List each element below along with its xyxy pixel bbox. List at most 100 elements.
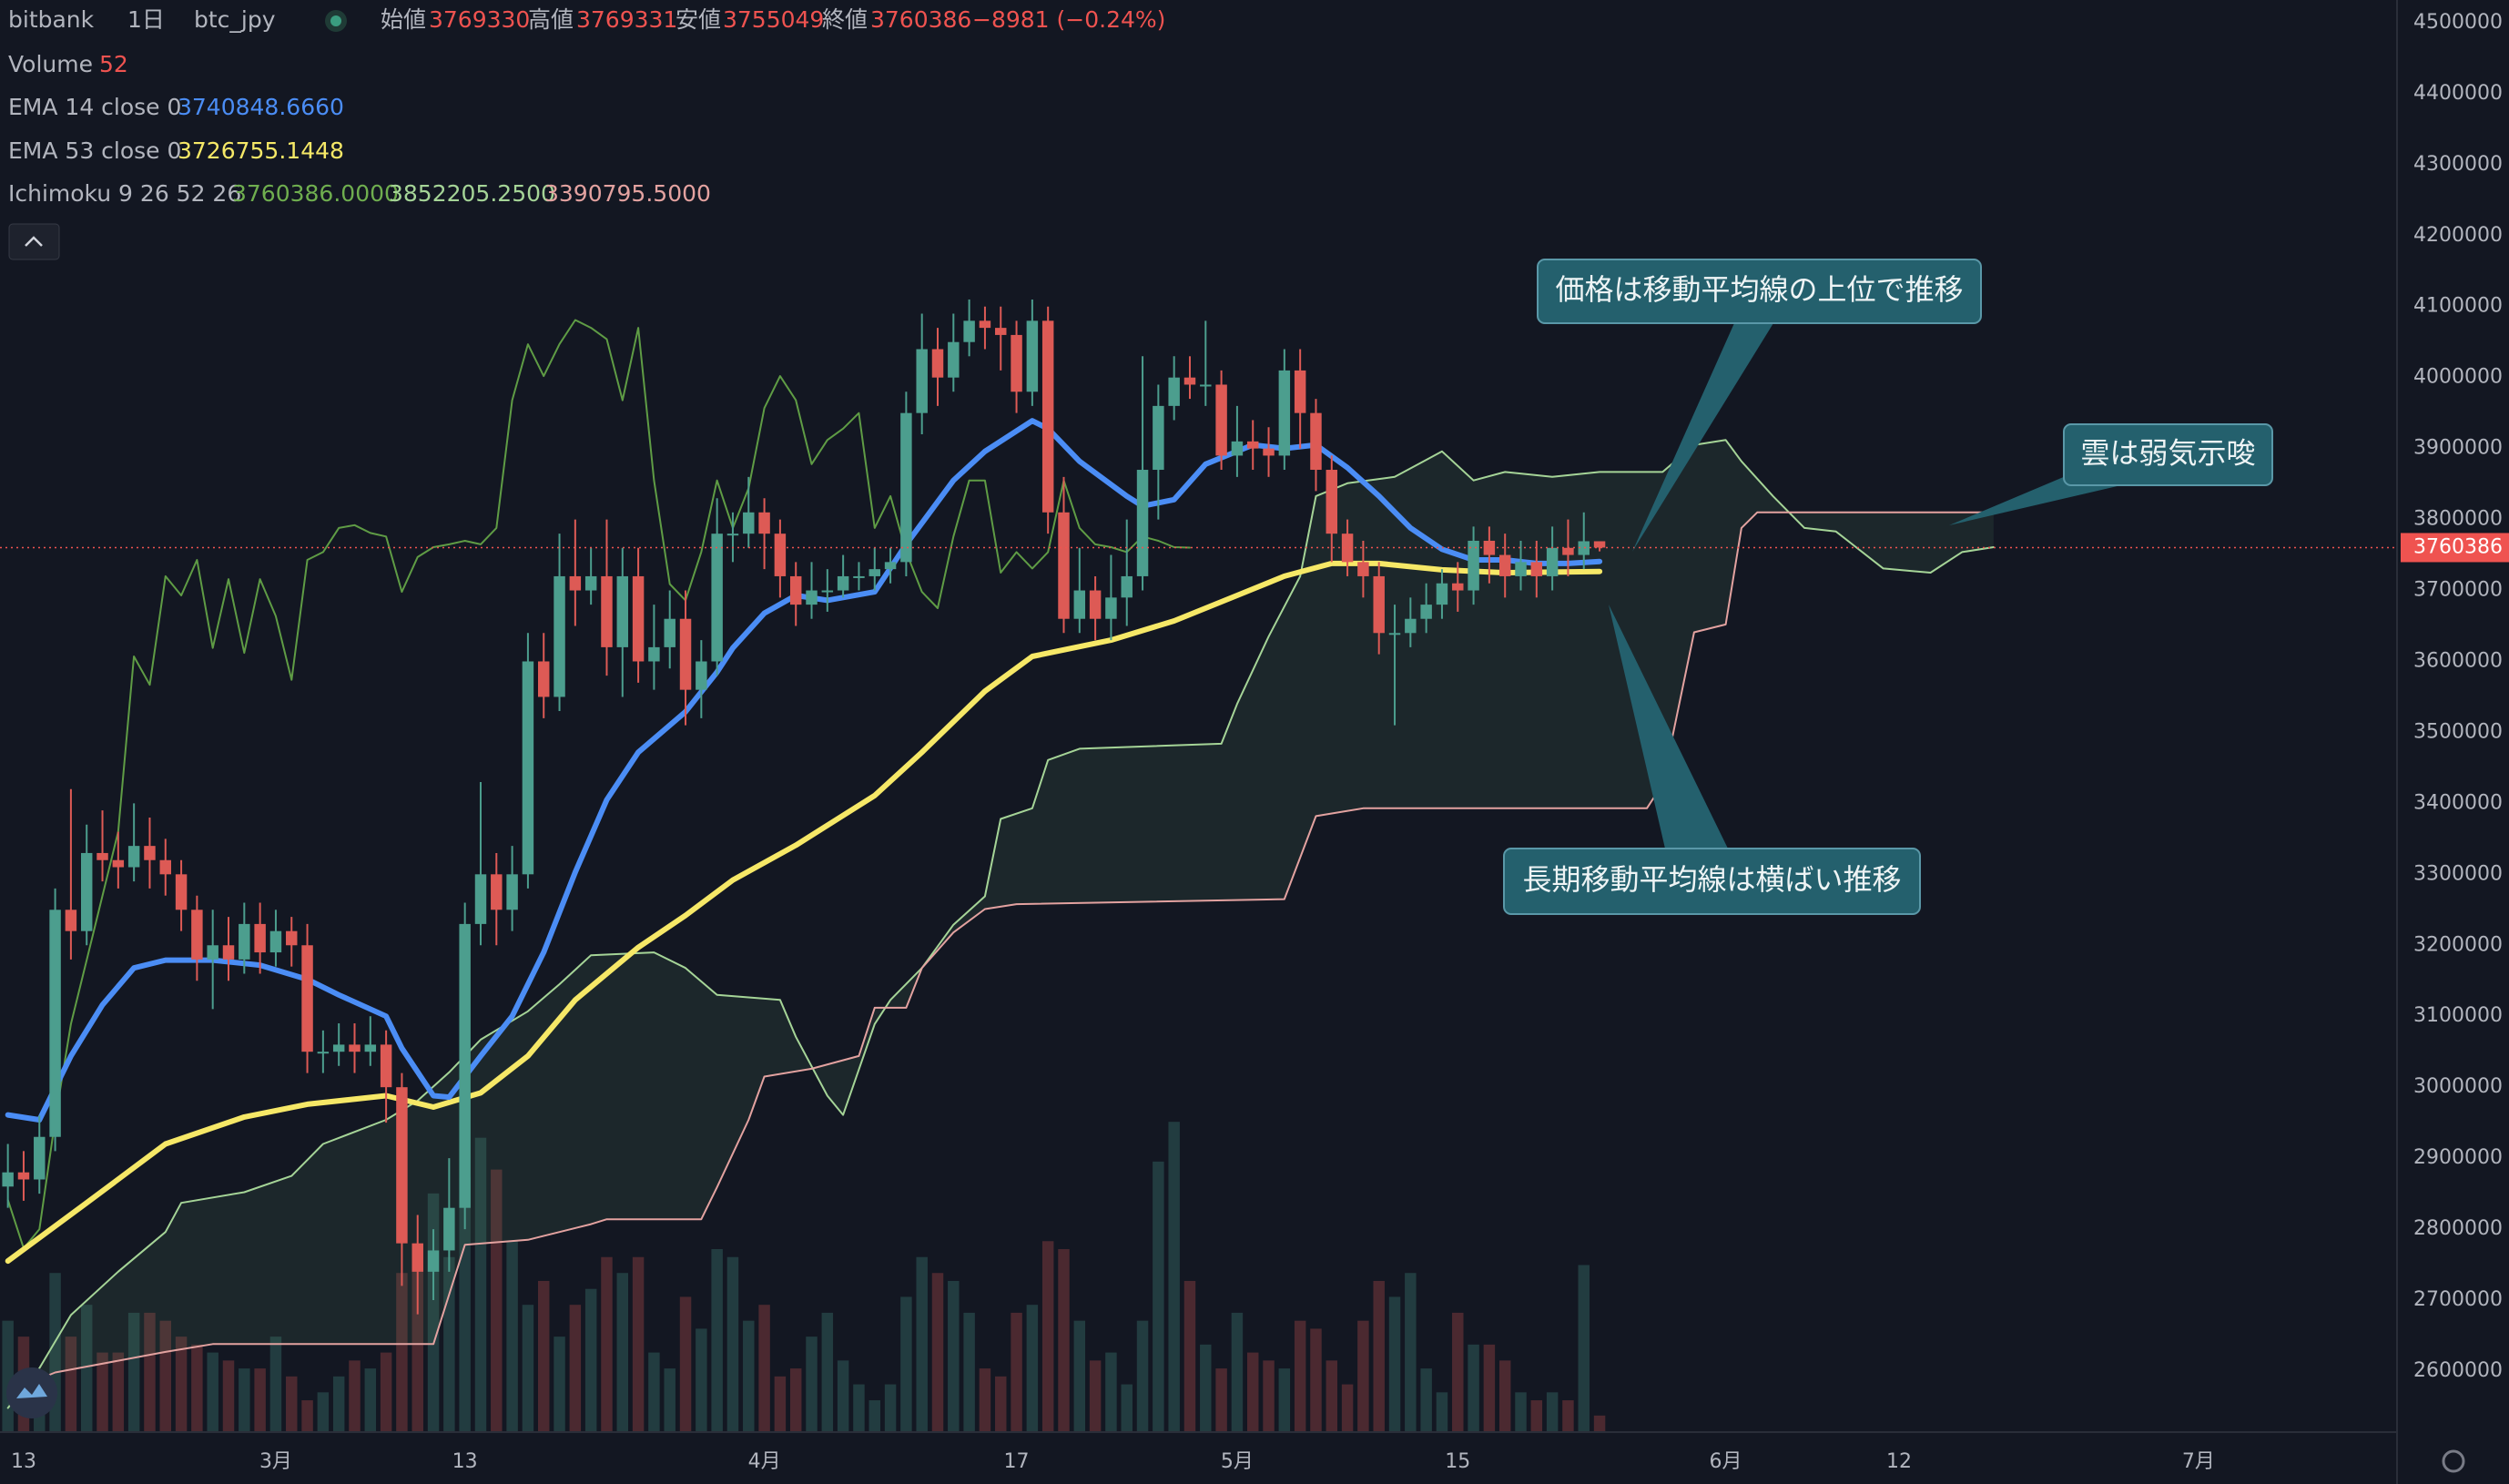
x-tick-label: 6月 xyxy=(1710,1450,1742,1473)
symbol[interactable]: btc_jpy xyxy=(194,6,276,33)
candle-body xyxy=(948,341,960,378)
interval[interactable]: 1日 xyxy=(127,6,165,33)
price-tag-label: 3760386 xyxy=(2413,535,2503,558)
candle-body xyxy=(664,618,676,647)
volume-bar xyxy=(1153,1161,1164,1432)
candle-body xyxy=(396,1087,408,1244)
ema14-label[interactable]: EMA 14 close 0 xyxy=(8,94,181,120)
volume-bar xyxy=(1357,1320,1369,1432)
change: −8981 (−0.24%) xyxy=(972,6,1165,33)
candle-body xyxy=(789,575,802,605)
volume-bar xyxy=(522,1305,534,1432)
volume-value: 52 xyxy=(99,51,128,77)
candle-body xyxy=(1011,334,1022,392)
legend-header: bitbank 1日 btc_jpy 始値 3769330 高値 3769331… xyxy=(8,6,1165,260)
candle-body xyxy=(411,1243,423,1272)
ichimoku-span-b xyxy=(6,511,1995,1393)
y-tick-label: 4200000 xyxy=(2413,224,2503,247)
volume-label: Volume xyxy=(8,51,93,77)
volume-bar xyxy=(506,1241,518,1432)
y-tick-label: 2600000 xyxy=(2413,1359,2503,1382)
candle-body xyxy=(648,646,660,662)
candle-body xyxy=(632,575,645,662)
logo[interactable] xyxy=(6,1367,57,1418)
candle-body xyxy=(1326,470,1338,534)
volume-bar xyxy=(1011,1312,1022,1432)
y-tick-label: 4100000 xyxy=(2413,295,2503,318)
volume-bar xyxy=(491,1169,503,1432)
volume-bar xyxy=(1278,1368,1291,1432)
volume-bar xyxy=(301,1400,313,1432)
y-tick-label: 4300000 xyxy=(2413,153,2503,176)
volume-bar xyxy=(1468,1344,1479,1432)
candle-body xyxy=(1105,597,1117,619)
candle-body xyxy=(1530,562,1543,576)
high-label: 高値 xyxy=(528,6,574,33)
volume-bar xyxy=(1121,1384,1133,1432)
collapse-button[interactable] xyxy=(8,223,60,260)
volume-bar xyxy=(1246,1352,1259,1432)
candle-body xyxy=(1231,441,1244,456)
low-value: 3755049 xyxy=(723,6,824,33)
volume-bar xyxy=(664,1368,676,1432)
volume-bar xyxy=(1200,1344,1212,1432)
volume-bar xyxy=(1405,1273,1417,1432)
volume-bar xyxy=(726,1256,739,1432)
candle-body xyxy=(522,661,534,875)
callout-text: 長期移動平均線は横ばい推移 xyxy=(1522,862,1901,897)
candle-body xyxy=(491,874,503,910)
plot-area xyxy=(0,299,2397,1432)
candle-body xyxy=(1041,320,1054,513)
candle-body xyxy=(1578,541,1590,555)
ichimoku-lagging xyxy=(6,319,1191,1250)
ema53-value: 3726755.1448 xyxy=(178,137,344,164)
volume-bar xyxy=(1341,1384,1354,1432)
volume-bar xyxy=(648,1352,660,1432)
volume-bar xyxy=(159,1320,171,1432)
volume-bar xyxy=(1105,1352,1117,1432)
logo-icon xyxy=(16,1384,47,1398)
y-tick-label: 3600000 xyxy=(2413,649,2503,672)
x-tick-label: 15 xyxy=(1445,1450,1470,1473)
y-tick-label: 3000000 xyxy=(2413,1075,2503,1098)
y-tick-label: 3900000 xyxy=(2413,437,2503,460)
candle-body xyxy=(1515,562,1527,576)
volume-bar xyxy=(474,1137,487,1432)
candle-body xyxy=(96,852,108,860)
x-tick-label: 3月 xyxy=(259,1450,292,1473)
volume-bar xyxy=(127,1312,140,1432)
candle-body xyxy=(1121,575,1133,598)
close-label: 終値 xyxy=(822,6,868,33)
volume-bar xyxy=(1058,1249,1070,1432)
candle-body xyxy=(80,852,93,931)
volume-bar xyxy=(696,1328,707,1432)
candle-body xyxy=(1468,540,1479,591)
candle-body xyxy=(1294,370,1306,413)
y-tick-label: 3300000 xyxy=(2413,862,2503,885)
y-tick-label: 2800000 xyxy=(2413,1217,2503,1240)
candle-body xyxy=(537,661,550,697)
volume-bar xyxy=(632,1256,645,1432)
candle-body xyxy=(317,1052,330,1054)
ichimoku-label[interactable]: Ichimoku 9 26 52 26 xyxy=(8,180,241,207)
x-tick-label: 7月 xyxy=(2182,1450,2215,1473)
candle-body xyxy=(1373,575,1385,634)
candle-body xyxy=(17,1172,30,1180)
candle-body xyxy=(696,661,707,690)
candle-body xyxy=(900,412,912,563)
ichimoku-value: 3760386.0000 xyxy=(232,180,399,207)
volume-bar xyxy=(144,1312,156,1432)
ema14-value: 3740848.6660 xyxy=(178,94,344,120)
volume-bar xyxy=(1498,1360,1511,1432)
y-tick-label: 3800000 xyxy=(2413,508,2503,531)
volume-bar xyxy=(175,1337,188,1432)
candle-body xyxy=(679,618,692,690)
candle-body xyxy=(254,923,266,953)
ema53-label[interactable]: EMA 53 close 0 xyxy=(8,137,181,164)
volume-bar xyxy=(1388,1296,1401,1432)
candle-body xyxy=(332,1044,345,1052)
settings-icon[interactable] xyxy=(2442,1449,2465,1473)
candle-body xyxy=(1452,583,1464,591)
callout-pointer xyxy=(1632,323,1773,552)
candle-body xyxy=(1483,540,1496,555)
